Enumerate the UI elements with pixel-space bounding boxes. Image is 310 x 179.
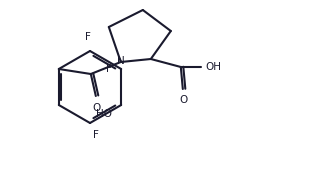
- Text: F: F: [93, 130, 99, 140]
- Text: O: O: [93, 103, 101, 113]
- Text: F: F: [106, 64, 112, 74]
- Text: HO: HO: [96, 109, 112, 119]
- Text: O: O: [180, 95, 188, 105]
- Text: N: N: [117, 56, 125, 66]
- Text: F: F: [85, 32, 91, 42]
- Text: OH: OH: [206, 62, 222, 72]
